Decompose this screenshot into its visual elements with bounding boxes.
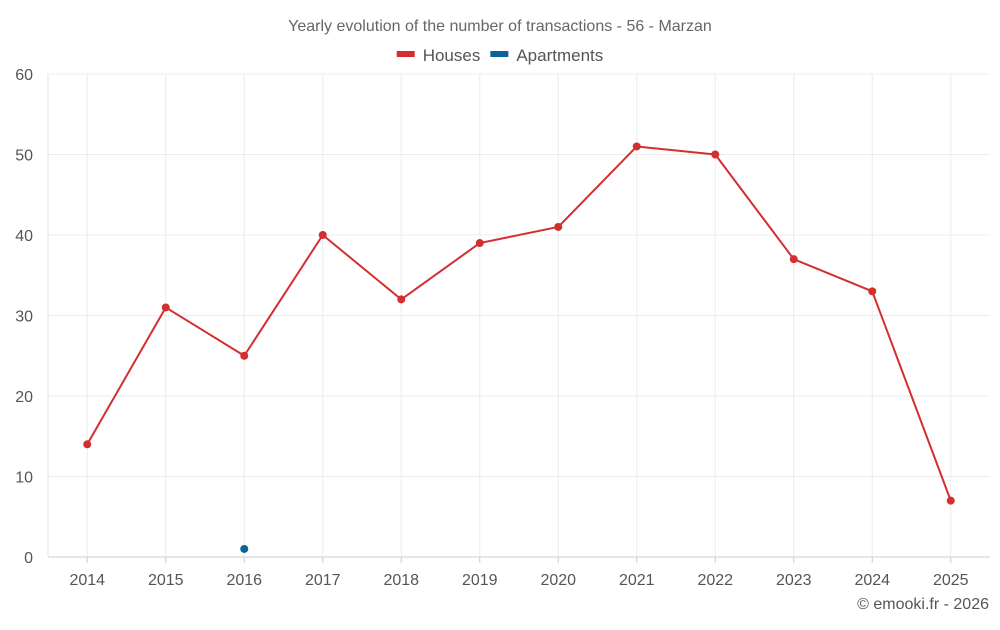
y-tick-label: 40 bbox=[15, 228, 33, 245]
copyright-credit: © emooki.fr - 2026 bbox=[857, 596, 989, 613]
data-point-houses-2014 bbox=[83, 440, 92, 449]
x-tick-label: 2019 bbox=[462, 572, 498, 589]
x-tick-label: 2014 bbox=[69, 572, 105, 589]
y-tick-label: 50 bbox=[15, 148, 33, 165]
x-axis: 2014 2015 2016 2017 2018 2019 2020 2021 2022 2023… bbox=[69, 557, 969, 589]
legend: Houses Apartments bbox=[396, 46, 603, 65]
x-tick-label: 2016 bbox=[226, 572, 262, 589]
legend-swatch bbox=[490, 51, 509, 57]
x-tick-label: 2022 bbox=[697, 572, 733, 589]
data-point-houses-2019 bbox=[475, 239, 484, 248]
data-point-houses-2021 bbox=[632, 142, 641, 151]
x-tick-label: 2024 bbox=[854, 572, 890, 589]
y-tick-label: 20 bbox=[15, 389, 33, 406]
series-layer bbox=[83, 142, 955, 553]
x-tick-label: 2025 bbox=[933, 572, 969, 589]
data-point-houses-2020 bbox=[554, 222, 563, 231]
x-tick-label: 2017 bbox=[305, 572, 341, 589]
x-tick-label: 2021 bbox=[619, 572, 655, 589]
y-tick-label: 10 bbox=[15, 470, 33, 487]
data-point-houses-2015 bbox=[161, 303, 170, 312]
data-point-houses-2017 bbox=[318, 231, 327, 239]
y-tick-label: 60 bbox=[15, 67, 33, 84]
data-point-houses-2025 bbox=[946, 496, 955, 505]
legend-label: Houses bbox=[423, 46, 481, 65]
legend-item-houses: Houses bbox=[396, 46, 481, 65]
y-tick-label: 0 bbox=[24, 550, 33, 567]
gridlines bbox=[47, 73, 990, 558]
data-point-houses-2018 bbox=[397, 295, 406, 304]
data-point-apartments-2016 bbox=[240, 544, 249, 553]
x-tick-label: 2015 bbox=[148, 572, 184, 589]
series-line-houses bbox=[86, 145, 952, 502]
series-apartments bbox=[240, 544, 249, 553]
legend-item-apartments: Apartments bbox=[490, 46, 603, 65]
chart-title: Yearly evolution of the number of transa… bbox=[288, 18, 712, 35]
series-houses bbox=[83, 142, 955, 505]
legend-swatch bbox=[396, 51, 415, 57]
legend-label: Apartments bbox=[516, 46, 603, 65]
y-tick-label: 30 bbox=[15, 309, 33, 326]
data-point-houses-2024 bbox=[868, 287, 877, 296]
x-tick-label: 2018 bbox=[383, 572, 419, 589]
y-axis: 0 10 20 30 40 50 60 bbox=[15, 67, 33, 567]
data-point-houses-2016 bbox=[240, 351, 249, 360]
data-point-houses-2022 bbox=[711, 150, 720, 159]
x-tick-label: 2020 bbox=[540, 572, 576, 589]
data-point-houses-2023 bbox=[789, 255, 798, 264]
x-tick-label: 2023 bbox=[776, 572, 812, 589]
